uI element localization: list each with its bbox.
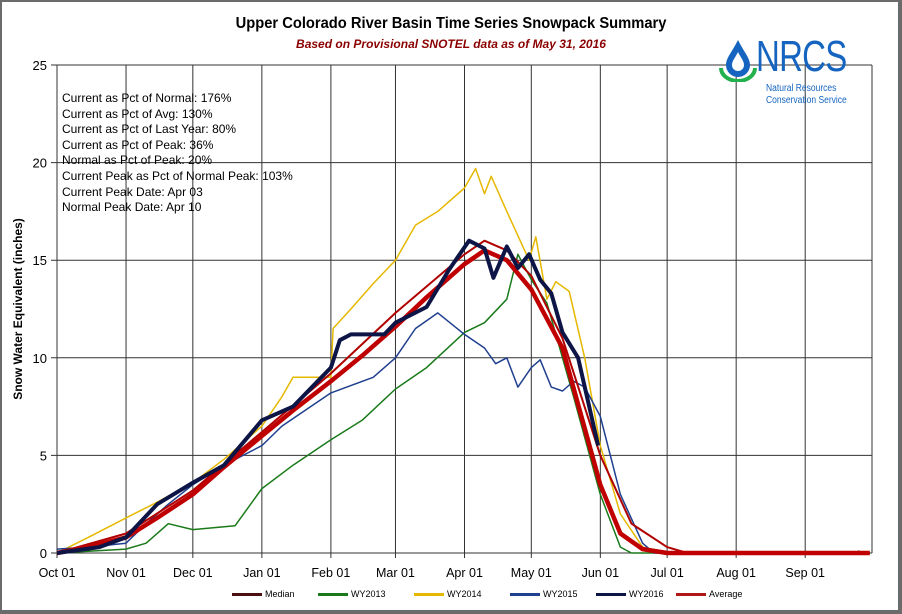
logo-text: NRCS <box>756 32 847 81</box>
series-line-wy2013 <box>56 253 870 554</box>
legend-label: WY2016 <box>629 589 664 599</box>
x-tick-label: Mar 01 <box>376 566 415 580</box>
legend-item: Average <box>676 589 742 599</box>
x-tick-label: Apr 01 <box>446 566 483 580</box>
stat-line: Current as Pct of Normal: 176% <box>62 91 232 105</box>
y-tick-label: 0 <box>40 546 47 561</box>
legend-label: WY2014 <box>447 589 482 599</box>
y-tick-label: 10 <box>33 351 47 366</box>
series-line-wy2014 <box>56 167 870 554</box>
logo-org: Natural Resources Conservation Service <box>766 83 847 107</box>
legend-swatch <box>318 592 348 596</box>
nrcs-logo: NRCS Natural Resources Conservation Serv… <box>718 32 868 110</box>
x-tick-label: Oct 01 <box>39 566 76 580</box>
y-tick-label: 5 <box>40 448 47 463</box>
y-tick-label: 25 <box>33 58 47 73</box>
x-tick-label: Dec 01 <box>173 566 213 580</box>
legend-item: WY2014 <box>414 589 482 599</box>
legend-item: WY2013 <box>318 589 386 599</box>
legend-swatch <box>232 592 262 596</box>
x-tick-label: Sep 01 <box>785 566 825 580</box>
water-drop-icon <box>719 40 757 82</box>
stat-line: Normal Peak Date: Apr 10 <box>62 200 202 215</box>
legend-item: WY2016 <box>596 589 664 599</box>
chart-subtitle: Based on Provisional SNOTEL data as of M… <box>296 37 606 51</box>
stat-line: Current Peak Date: Apr 03 <box>62 184 203 199</box>
stat-line: Current Peak as Pct of Normal Peak: 103% <box>62 168 293 183</box>
stat-line: Current as Pct of Last Year: 80% <box>62 122 237 137</box>
x-tick-label: Aug 01 <box>716 566 756 580</box>
stat-line: Current as Pct of Peak: 36% <box>62 137 214 152</box>
x-tick-label: Jun 01 <box>582 566 620 580</box>
legend-label: Median <box>265 589 295 599</box>
legend-swatch <box>676 592 706 596</box>
x-tick-label: Jul 01 <box>650 566 683 580</box>
legend-label: WY2013 <box>351 589 386 599</box>
legend-item: Median <box>232 589 295 599</box>
y-tick-label: 15 <box>33 253 47 268</box>
legend-item: WY2015 <box>510 589 578 599</box>
legend-label: Average <box>709 589 743 599</box>
y-tick-label: 20 <box>33 156 47 171</box>
x-tick-label: May 01 <box>511 566 552 580</box>
series-line-wy2015 <box>56 312 870 554</box>
series-line-median <box>56 248 870 556</box>
legend-swatch <box>596 592 626 596</box>
legend-swatch <box>510 592 540 596</box>
series-line-wy2016 <box>56 238 601 555</box>
x-tick-label: Feb 01 <box>311 566 350 580</box>
logo-org-line: Conservation Service <box>766 95 847 106</box>
legend-swatch <box>414 592 444 596</box>
y-axis-label: Snow Water Equivalent (inches) <box>11 218 25 400</box>
chart-title: Upper Colorado River Basin Time Series S… <box>235 15 667 32</box>
logo-org-line: Natural Resources <box>766 83 837 94</box>
x-tick-label: Jan 01 <box>243 566 281 580</box>
stats-box: Current as Pct of Normal: 176% Current a… <box>62 91 293 216</box>
stat-line: Normal as Pct of Peak: 20% <box>62 153 213 168</box>
x-tick-label: Nov 01 <box>106 566 146 580</box>
stat-line: Current as Pct of Avg: 130% <box>62 106 213 121</box>
legend-label: WY2015 <box>543 589 578 599</box>
